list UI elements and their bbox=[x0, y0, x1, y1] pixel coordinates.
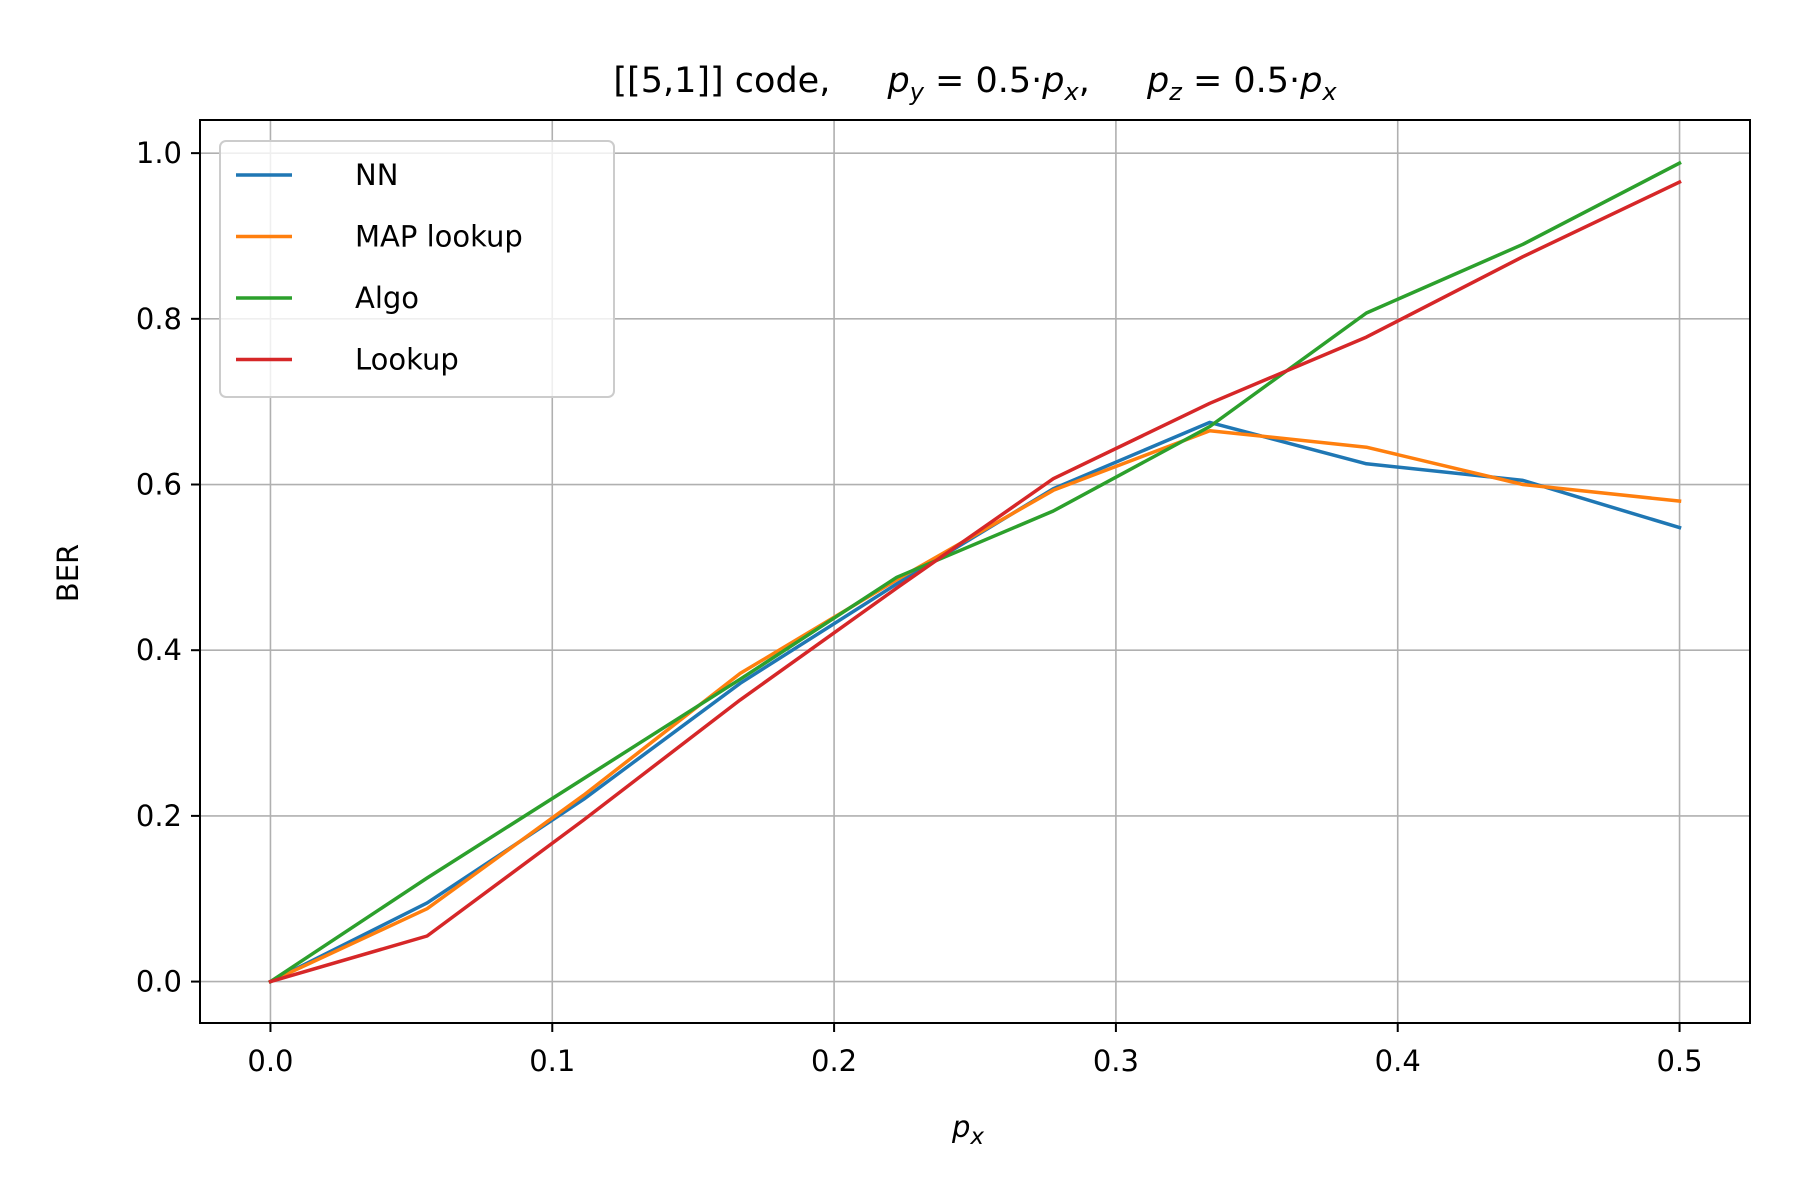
y-tick-label: 0.0 bbox=[136, 965, 182, 999]
series-line-nn bbox=[268, 420, 1682, 984]
legend-label-algo: Algo bbox=[355, 281, 419, 315]
legend: NN MAP lookup Algo Lookup bbox=[219, 140, 615, 398]
x-tick-label: 0.2 bbox=[811, 1044, 857, 1078]
legend-label-nn: NN bbox=[355, 158, 398, 192]
chart-title: [[5,1]] code, py = 0.5·px, pz = 0.5·px bbox=[613, 61, 1337, 106]
x-tick-label: 0.1 bbox=[529, 1044, 575, 1078]
x-axis-label: px bbox=[951, 1110, 984, 1150]
x-tick-label: 0.0 bbox=[247, 1044, 293, 1078]
legend-label-lookup: Lookup bbox=[355, 343, 459, 377]
axis-ticks: 0.0 0.1 0.2 0.3 0.4 0.5 0.0 0.2 0.4 0.6 0.8 1.0 bbox=[136, 136, 1703, 1078]
x-tick-label: 0.5 bbox=[1656, 1044, 1702, 1078]
y-tick-label: 1.0 bbox=[136, 136, 182, 170]
series-line-map-lookup bbox=[268, 428, 1682, 984]
series-lines bbox=[268, 160, 1682, 985]
y-tick-label: 0.6 bbox=[136, 468, 182, 502]
legend-label-map-lookup: MAP lookup bbox=[355, 220, 523, 254]
x-tick-label: 0.4 bbox=[1375, 1044, 1421, 1078]
x-tick-label: 0.3 bbox=[1093, 1044, 1139, 1078]
series-line-algo bbox=[268, 160, 1682, 985]
plot-frame bbox=[199, 119, 1751, 1024]
y-axis-label: BER bbox=[51, 544, 85, 602]
legend-box bbox=[219, 140, 615, 398]
series-line-lookup bbox=[268, 179, 1682, 984]
y-tick-label: 0.2 bbox=[136, 799, 182, 833]
y-tick-label: 0.8 bbox=[136, 302, 182, 336]
y-tick-label: 0.4 bbox=[136, 633, 182, 667]
